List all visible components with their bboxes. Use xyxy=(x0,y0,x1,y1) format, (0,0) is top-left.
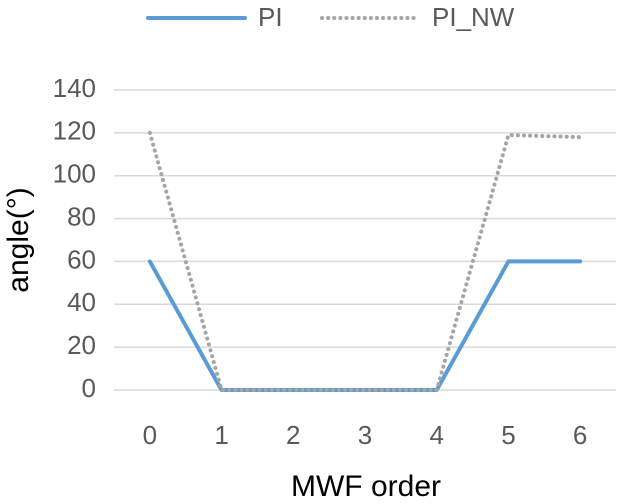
y-tick-label: 60 xyxy=(67,244,96,274)
x-tick-label: 5 xyxy=(501,420,515,450)
y-tick-label: 120 xyxy=(53,116,96,146)
x-tick-label: 6 xyxy=(573,420,587,450)
series-line xyxy=(147,130,583,392)
x-tick-label: 4 xyxy=(429,420,443,450)
x-tick-label: 2 xyxy=(286,420,300,450)
y-tick-label: 40 xyxy=(67,287,96,317)
legend-label: PI xyxy=(258,2,283,32)
x-tick-label: 1 xyxy=(214,420,228,450)
series-line xyxy=(147,259,583,392)
x-tick-label: 0 xyxy=(143,420,157,450)
y-tick-label: 140 xyxy=(53,73,96,103)
x-tick-label: 3 xyxy=(358,420,372,450)
legend-label: PI_NW xyxy=(432,2,515,32)
y-axis-title: angle(°) xyxy=(2,187,35,292)
y-tick-label: 80 xyxy=(67,201,96,231)
y-tick-label: 20 xyxy=(67,330,96,360)
x-axis-title: MWF order xyxy=(291,470,441,503)
y-tick-label: 100 xyxy=(53,159,96,189)
y-tick-label: 0 xyxy=(82,373,96,403)
